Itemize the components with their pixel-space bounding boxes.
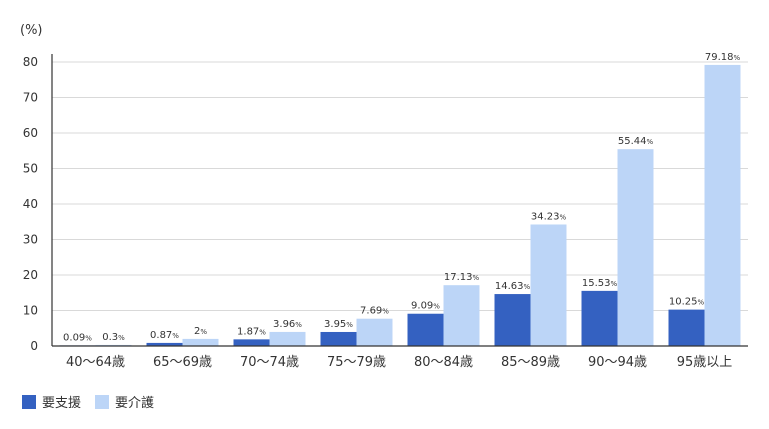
data-label: 55.44%	[618, 136, 654, 147]
bar-care	[443, 285, 480, 346]
data-label: 15.53%	[582, 278, 618, 289]
bar-support	[668, 309, 705, 346]
data-label: 9.09%	[411, 301, 440, 312]
data-label: 1.87%	[237, 326, 266, 337]
data-labels: 0.09% 0.3% 0.87% 2% 1.87% 3.96% 3.95% 7.69% 9.09…	[63, 52, 740, 343]
bar-support	[494, 294, 531, 346]
bar-care	[356, 318, 393, 346]
legend-item-care: 要介護	[95, 392, 154, 411]
x-axis-ticks: 40〜64歳 65〜69歳 70〜74歳 75〜79歳 80〜84歳 85〜89歳 90〜9…	[66, 355, 732, 370]
x-tick-label: 65〜69歳	[153, 355, 212, 370]
bar-care	[182, 338, 219, 346]
data-label: 7.69%	[360, 306, 389, 317]
data-label: 0.09%	[63, 332, 92, 343]
y-tick-label: 20	[23, 268, 38, 282]
legend-label-care: 要介護	[115, 396, 155, 411]
y-axis-unit-label: (%)	[20, 23, 43, 38]
y-tick-label: 30	[23, 233, 38, 247]
bar-support	[146, 342, 183, 346]
legend: 要支援 要介護	[22, 392, 168, 411]
y-tick-label: 60	[23, 126, 38, 140]
y-tick-label: 70	[23, 91, 38, 105]
bar-chart: (%) 0.09% 0.3% 0.87% 2% 1.87% 3.96% 3.95% 7.69%…	[20, 23, 748, 370]
bar-support	[233, 339, 270, 346]
bars	[59, 64, 741, 346]
x-tick-label: 70〜74歳	[240, 355, 299, 370]
data-label: 17.13%	[444, 272, 480, 283]
data-label: 2%	[194, 326, 207, 337]
y-tick-label: 50	[23, 162, 38, 176]
y-tick-label: 0	[30, 339, 38, 353]
x-tick-label: 95歳以上	[677, 355, 733, 370]
x-tick-label: 80〜84歳	[414, 355, 473, 370]
x-tick-label: 75〜79歳	[327, 355, 386, 370]
data-label: 3.95%	[324, 319, 353, 330]
bar-care	[530, 224, 567, 346]
legend-swatch-care	[95, 394, 110, 409]
data-label: 0.87%	[150, 330, 179, 341]
data-label: 34.23%	[531, 211, 567, 222]
gridlines	[52, 61, 748, 311]
bar-care	[704, 64, 741, 346]
y-axis-ticks: 0 10 20 30 40 50 60 70 80	[23, 55, 38, 353]
legend-item-support: 要支援	[22, 392, 81, 411]
legend-swatch-support	[22, 394, 36, 409]
x-tick-label: 40〜64歳	[66, 355, 125, 370]
bar-support	[581, 290, 618, 346]
bar-care	[269, 331, 306, 346]
y-tick-label: 40	[23, 197, 38, 211]
y-tick-label: 80	[23, 55, 38, 69]
x-tick-label: 90〜94歳	[588, 355, 647, 370]
x-tick-label: 85〜89歳	[501, 355, 560, 370]
bar-care	[617, 149, 654, 346]
data-label: 10.25%	[669, 297, 705, 308]
data-label: 3.96%	[273, 319, 302, 330]
legend-label-support: 要支援	[42, 396, 82, 411]
y-tick-label: 10	[23, 304, 38, 318]
data-label: 14.63%	[495, 281, 531, 292]
bar-support	[320, 331, 357, 346]
data-label: 79.18%	[705, 52, 741, 63]
bar-support	[407, 313, 444, 346]
data-label: 0.3%	[102, 332, 125, 343]
